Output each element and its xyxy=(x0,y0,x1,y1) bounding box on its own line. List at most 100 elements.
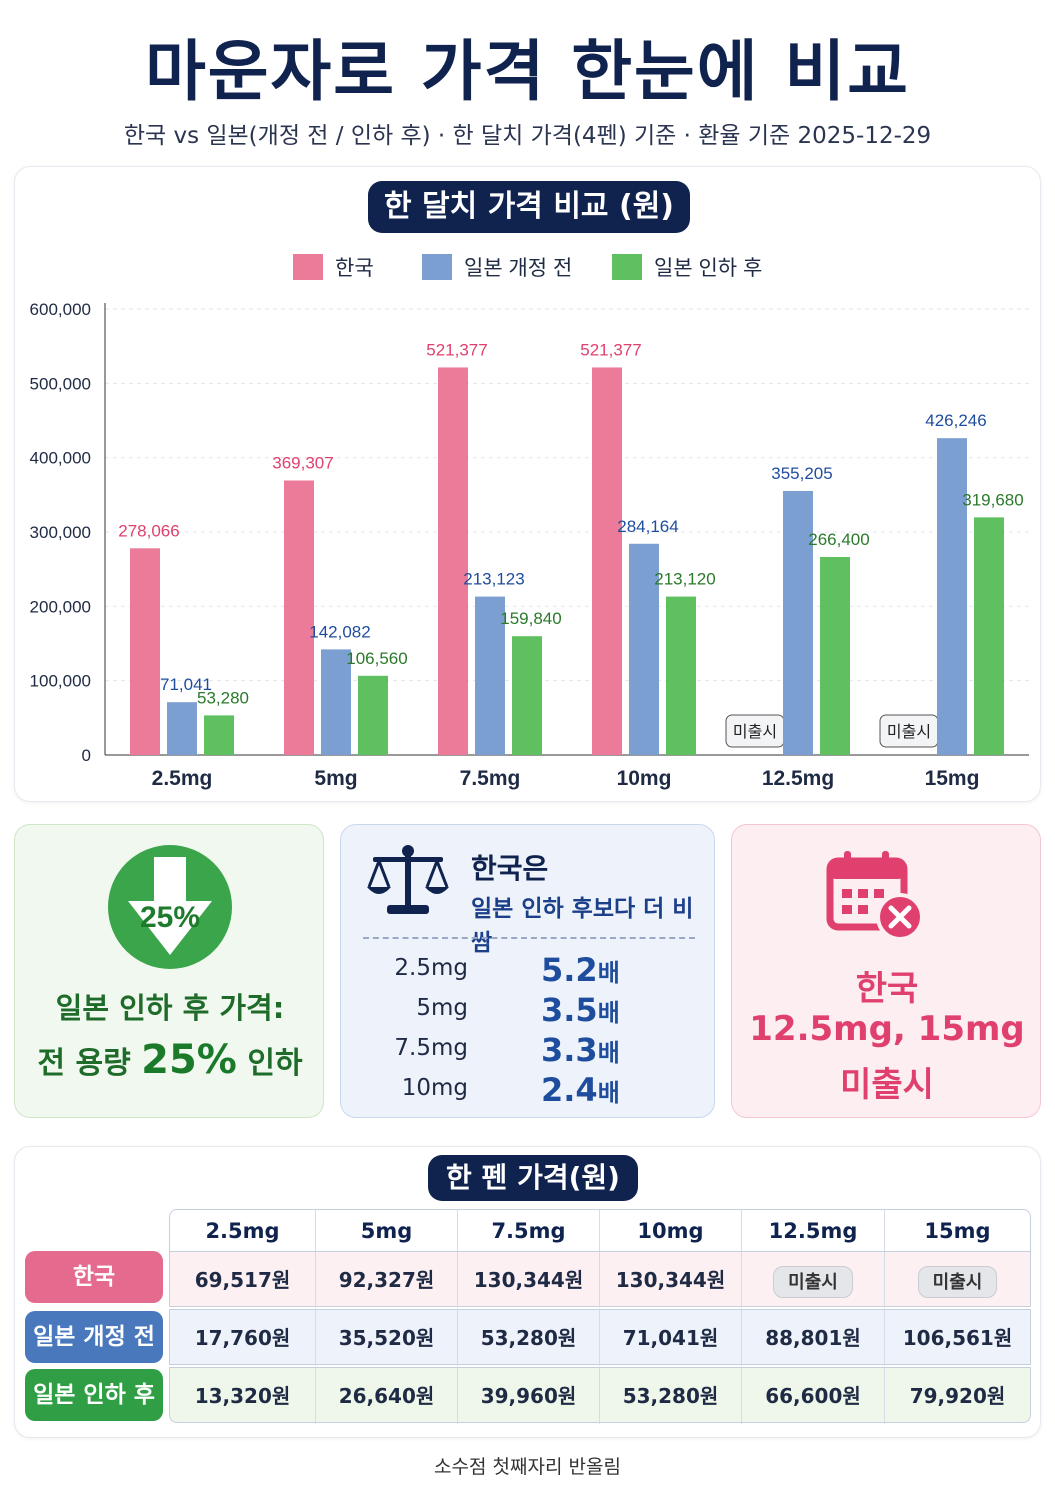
unreleased-marker-label: 미출시 xyxy=(887,723,931,741)
y-tick-label: 0 xyxy=(82,746,91,765)
column-header: 15mg xyxy=(884,1210,1030,1252)
row-label-korea: 한국 xyxy=(25,1251,163,1303)
ratio-dose: 2.5mg xyxy=(394,955,468,981)
unreleased-country: 한국 xyxy=(855,969,919,1009)
data-label: 521,377 xyxy=(580,340,641,359)
data-label: 106,560 xyxy=(346,649,407,668)
bar xyxy=(130,548,160,755)
x-tick-label: 2.5mg xyxy=(152,767,213,790)
bar xyxy=(167,702,197,755)
legend-label: 한국 xyxy=(335,257,374,280)
y-tick-label: 300,000 xyxy=(30,523,91,542)
table-title: 한 펜 가격(원) xyxy=(428,1155,638,1201)
ratio-dose: 10mg xyxy=(401,1075,468,1101)
bar xyxy=(629,543,659,755)
legend-swatch xyxy=(422,254,452,280)
data-label: 266,400 xyxy=(808,530,869,549)
table-cell: 71,041원 xyxy=(599,1310,741,1366)
discount-line2: 전 용량 25% 인하 xyxy=(15,1037,325,1083)
bar xyxy=(937,438,967,755)
ratio-heading: 한국은 xyxy=(471,852,549,885)
table-row: 13,320원 26,640원 39,960원 53,280원 66,600원 … xyxy=(169,1367,1031,1424)
column-header: 12.5mg xyxy=(741,1210,884,1252)
ratio-value: 3.5배 xyxy=(541,991,620,1029)
data-label: 355,205 xyxy=(771,464,832,483)
table-cell: 17,760원 xyxy=(194,1326,291,1350)
table-cell: 미출시 xyxy=(741,1252,884,1308)
unreleased-status: 미출시 xyxy=(840,1065,934,1105)
ratio-dose: 5mg xyxy=(416,995,468,1021)
down-arrow-icon: 25% xyxy=(108,845,232,969)
y-tick-label: 400,000 xyxy=(30,449,91,468)
page-title: 마운자로 가격 한눈에 비교 xyxy=(145,33,910,110)
data-label: 319,680 xyxy=(962,490,1023,509)
table-cell: 106,561원 xyxy=(884,1310,1030,1366)
bar xyxy=(820,556,850,755)
pen-price-table-card: 한 펜 가격(원) 2.5mg 5mg 7.5mg 10mg 12.5mg 15… xyxy=(14,1146,1041,1438)
bar xyxy=(783,490,813,755)
scale-icon xyxy=(367,845,449,914)
data-label: 426,246 xyxy=(925,411,986,430)
discount-line1: 일본 인하 후 가격: xyxy=(55,991,285,1025)
ratio-dose: 7.5mg xyxy=(394,1035,468,1061)
y-tick-label: 600,000 xyxy=(30,300,91,319)
table-cell: 35,520원 xyxy=(315,1310,457,1366)
table-cell: 130,344원 xyxy=(599,1252,741,1308)
table-cell: 88,801원 xyxy=(741,1310,884,1366)
ratio-value: 5.2배 xyxy=(541,951,620,989)
legend-label: 일본 개정 전 xyxy=(464,257,572,280)
table-cell: 92,327원 xyxy=(315,1252,457,1308)
table-cell: 13,320원 xyxy=(194,1384,291,1408)
table-cell: 53,280원 xyxy=(457,1310,599,1366)
ratio-divider xyxy=(363,937,695,939)
table-cell: 79,920원 xyxy=(884,1368,1030,1424)
column-header: 10mg xyxy=(599,1210,741,1252)
table-row: 69,517원 92,327원 130,344원 130,344원 미출시 미출… xyxy=(169,1251,1031,1308)
bar xyxy=(512,636,542,755)
y-tick-label: 200,000 xyxy=(30,597,91,616)
data-label: 159,840 xyxy=(500,609,561,628)
discount-card: 25% 일본 인하 후 가격: 전 용량 25% 인하 xyxy=(14,824,324,1118)
data-label: 369,307 xyxy=(272,453,333,472)
chart-section-title: 한 달치 가격 비교 (원) xyxy=(368,181,690,233)
unreleased-card: 한국 12.5mg, 15mg 미출시 xyxy=(731,824,1041,1118)
ratio-row: 10mg 2.4배 xyxy=(341,1071,716,1111)
bar xyxy=(475,596,505,755)
chart-card: 0 100,000 200,000 300,000 400,000 500,000 600,… xyxy=(14,166,1041,802)
bar xyxy=(438,367,468,755)
data-label: 278,066 xyxy=(118,521,179,540)
data-label: 284,164 xyxy=(617,517,678,536)
ratio-row: 5mg 3.5배 xyxy=(341,991,716,1031)
y-tick-label: 500,000 xyxy=(30,374,91,393)
x-tick-label: 15mg xyxy=(925,767,980,790)
data-label: 53,280 xyxy=(197,688,249,707)
ratio-row: 7.5mg 3.3배 xyxy=(341,1031,716,1071)
bar-chart: 0 100,000 200,000 300,000 400,000 500,000 600,… xyxy=(30,254,1029,790)
data-label: 213,123 xyxy=(463,570,524,589)
legend-swatch xyxy=(612,254,642,280)
bar xyxy=(321,649,351,755)
bar xyxy=(974,517,1004,755)
bar xyxy=(204,715,234,755)
footnote: 소수점 첫째자리 반올림 xyxy=(434,1456,621,1478)
table-row: 17,760원 35,520원 53,280원 71,041원 88,801원 … xyxy=(169,1309,1031,1366)
table-cell: 미출시 xyxy=(884,1252,1030,1308)
column-header: 5mg xyxy=(315,1210,457,1252)
row-label-japan-after: 일본 인하 후 xyxy=(25,1369,163,1421)
unreleased-marker-label: 미출시 xyxy=(733,723,777,741)
column-header: 7.5mg xyxy=(457,1210,599,1252)
calendar-x-icon xyxy=(826,851,924,941)
legend-swatch xyxy=(293,254,323,280)
discount-percent: 25% xyxy=(141,1037,237,1083)
ratio-value: 2.4배 xyxy=(541,1071,620,1109)
table-cell: 39,960원 xyxy=(457,1368,599,1424)
column-header: 2.5mg xyxy=(205,1219,280,1243)
y-tick-label: 100,000 xyxy=(30,672,91,691)
table-cell: 69,517원 xyxy=(194,1268,291,1292)
x-tick-label: 7.5mg xyxy=(460,767,521,790)
legend-label: 일본 인하 후 xyxy=(654,257,762,280)
bar xyxy=(358,675,388,755)
x-tick-label: 12.5mg xyxy=(762,767,834,790)
page-subtitle: 한국 vs 일본(개정 전 / 인하 후) · 한 달치 가격(4펜) 기준 ·… xyxy=(123,123,932,149)
discount-prefix: 전 용량 xyxy=(37,1046,131,1081)
